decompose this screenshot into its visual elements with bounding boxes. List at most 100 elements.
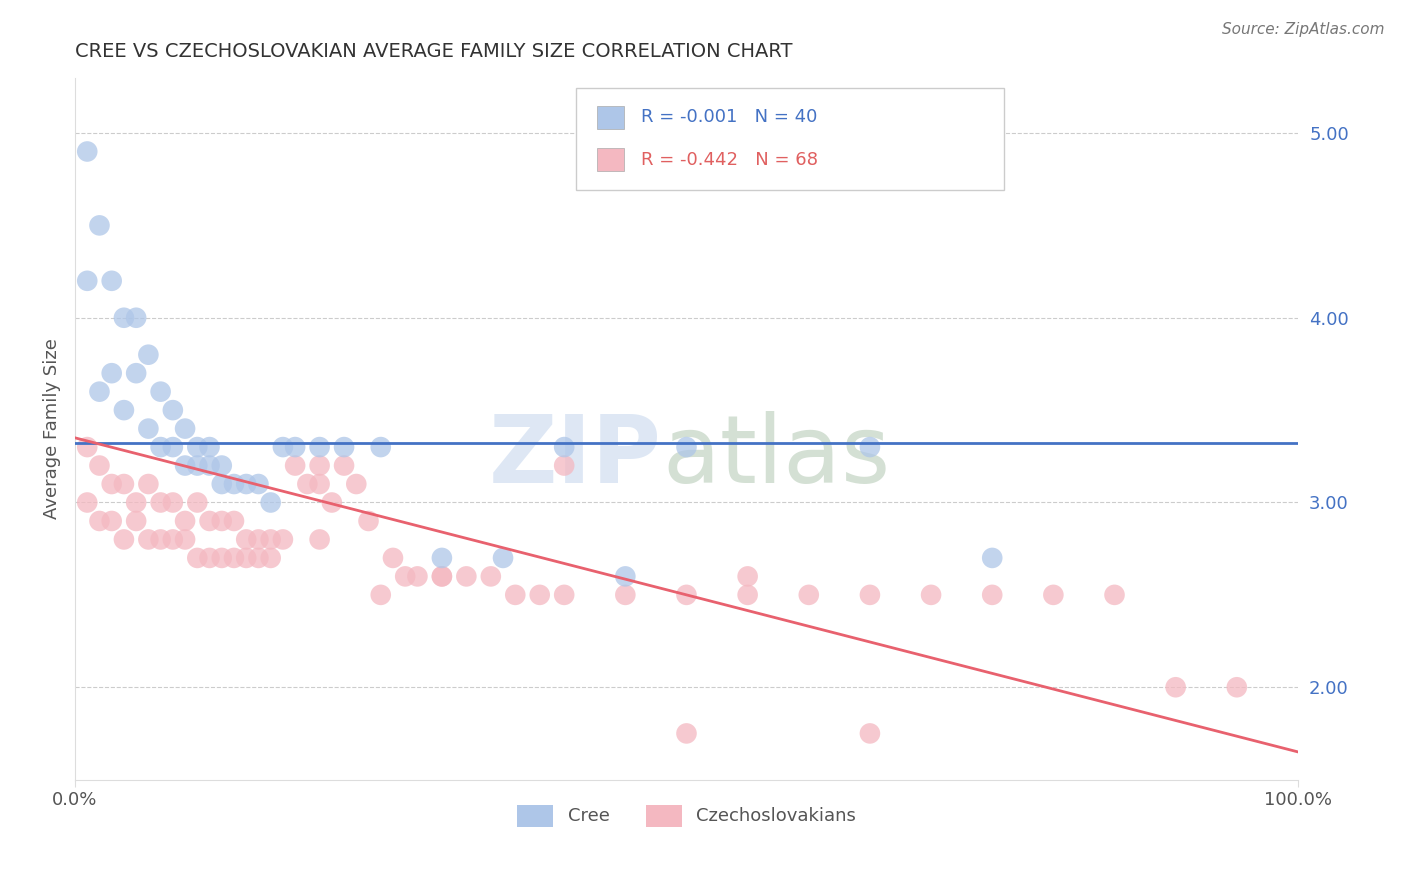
Point <box>162 403 184 417</box>
Point <box>1226 680 1249 694</box>
Point <box>211 477 233 491</box>
Point <box>149 384 172 399</box>
Point <box>100 514 122 528</box>
Point <box>284 458 307 473</box>
Point <box>308 533 330 547</box>
Point <box>737 588 759 602</box>
Point <box>479 569 502 583</box>
Point <box>198 440 221 454</box>
Point <box>529 588 551 602</box>
Point <box>125 495 148 509</box>
Point <box>260 533 283 547</box>
Point <box>198 458 221 473</box>
Point <box>247 533 270 547</box>
Point <box>162 533 184 547</box>
Point <box>149 495 172 509</box>
Point <box>333 440 356 454</box>
Point <box>675 726 697 740</box>
Point <box>492 550 515 565</box>
Point <box>186 495 208 509</box>
Point <box>198 514 221 528</box>
Point <box>235 477 257 491</box>
Point <box>1164 680 1187 694</box>
Point <box>76 145 98 159</box>
Point <box>370 440 392 454</box>
Point <box>357 514 380 528</box>
Point <box>553 440 575 454</box>
Point <box>89 219 111 233</box>
Point <box>89 384 111 399</box>
Point <box>614 588 637 602</box>
Point <box>222 550 245 565</box>
Point <box>430 569 453 583</box>
Point <box>174 458 197 473</box>
Point <box>247 477 270 491</box>
Point <box>859 440 882 454</box>
Point <box>112 310 135 325</box>
Point <box>235 550 257 565</box>
Text: ZIP: ZIP <box>489 410 662 503</box>
Point <box>553 458 575 473</box>
Point <box>198 550 221 565</box>
Legend: Cree, Czechoslovakians: Cree, Czechoslovakians <box>510 797 863 834</box>
Point <box>100 366 122 380</box>
Point <box>284 440 307 454</box>
Point <box>89 458 111 473</box>
Point <box>920 588 942 602</box>
Point <box>138 533 160 547</box>
Point <box>271 533 294 547</box>
Point <box>344 477 367 491</box>
Point <box>149 440 172 454</box>
Point <box>112 477 135 491</box>
Point <box>430 550 453 565</box>
Point <box>76 440 98 454</box>
Point <box>222 477 245 491</box>
Point <box>981 550 1004 565</box>
FancyBboxPatch shape <box>576 88 1004 190</box>
FancyBboxPatch shape <box>598 148 624 171</box>
Point <box>308 440 330 454</box>
Point <box>125 366 148 380</box>
Point <box>430 569 453 583</box>
Point <box>859 588 882 602</box>
Point <box>76 274 98 288</box>
Point <box>138 348 160 362</box>
Point <box>737 569 759 583</box>
Point <box>406 569 429 583</box>
Point <box>675 440 697 454</box>
Point <box>260 495 283 509</box>
Point <box>981 588 1004 602</box>
Point <box>260 550 283 565</box>
Point <box>675 588 697 602</box>
Point <box>162 440 184 454</box>
Point <box>211 514 233 528</box>
Y-axis label: Average Family Size: Average Family Size <box>44 338 60 519</box>
Point <box>394 569 416 583</box>
Point <box>138 477 160 491</box>
Point <box>186 458 208 473</box>
Point <box>211 458 233 473</box>
Point <box>186 440 208 454</box>
Point <box>297 477 319 491</box>
Point <box>1042 588 1064 602</box>
Point <box>553 588 575 602</box>
Point <box>125 310 148 325</box>
Point <box>112 533 135 547</box>
Point <box>89 514 111 528</box>
Point <box>308 458 330 473</box>
Point <box>797 588 820 602</box>
Point <box>211 550 233 565</box>
Point <box>222 514 245 528</box>
Point <box>235 533 257 547</box>
Text: CREE VS CZECHOSLOVAKIAN AVERAGE FAMILY SIZE CORRELATION CHART: CREE VS CZECHOSLOVAKIAN AVERAGE FAMILY S… <box>75 42 793 61</box>
Point <box>333 458 356 473</box>
Text: atlas: atlas <box>662 410 890 503</box>
Text: Source: ZipAtlas.com: Source: ZipAtlas.com <box>1222 22 1385 37</box>
Point <box>149 533 172 547</box>
Point <box>381 550 404 565</box>
Point <box>456 569 478 583</box>
Point <box>100 274 122 288</box>
Point <box>100 477 122 491</box>
Point <box>308 477 330 491</box>
Point <box>174 514 197 528</box>
